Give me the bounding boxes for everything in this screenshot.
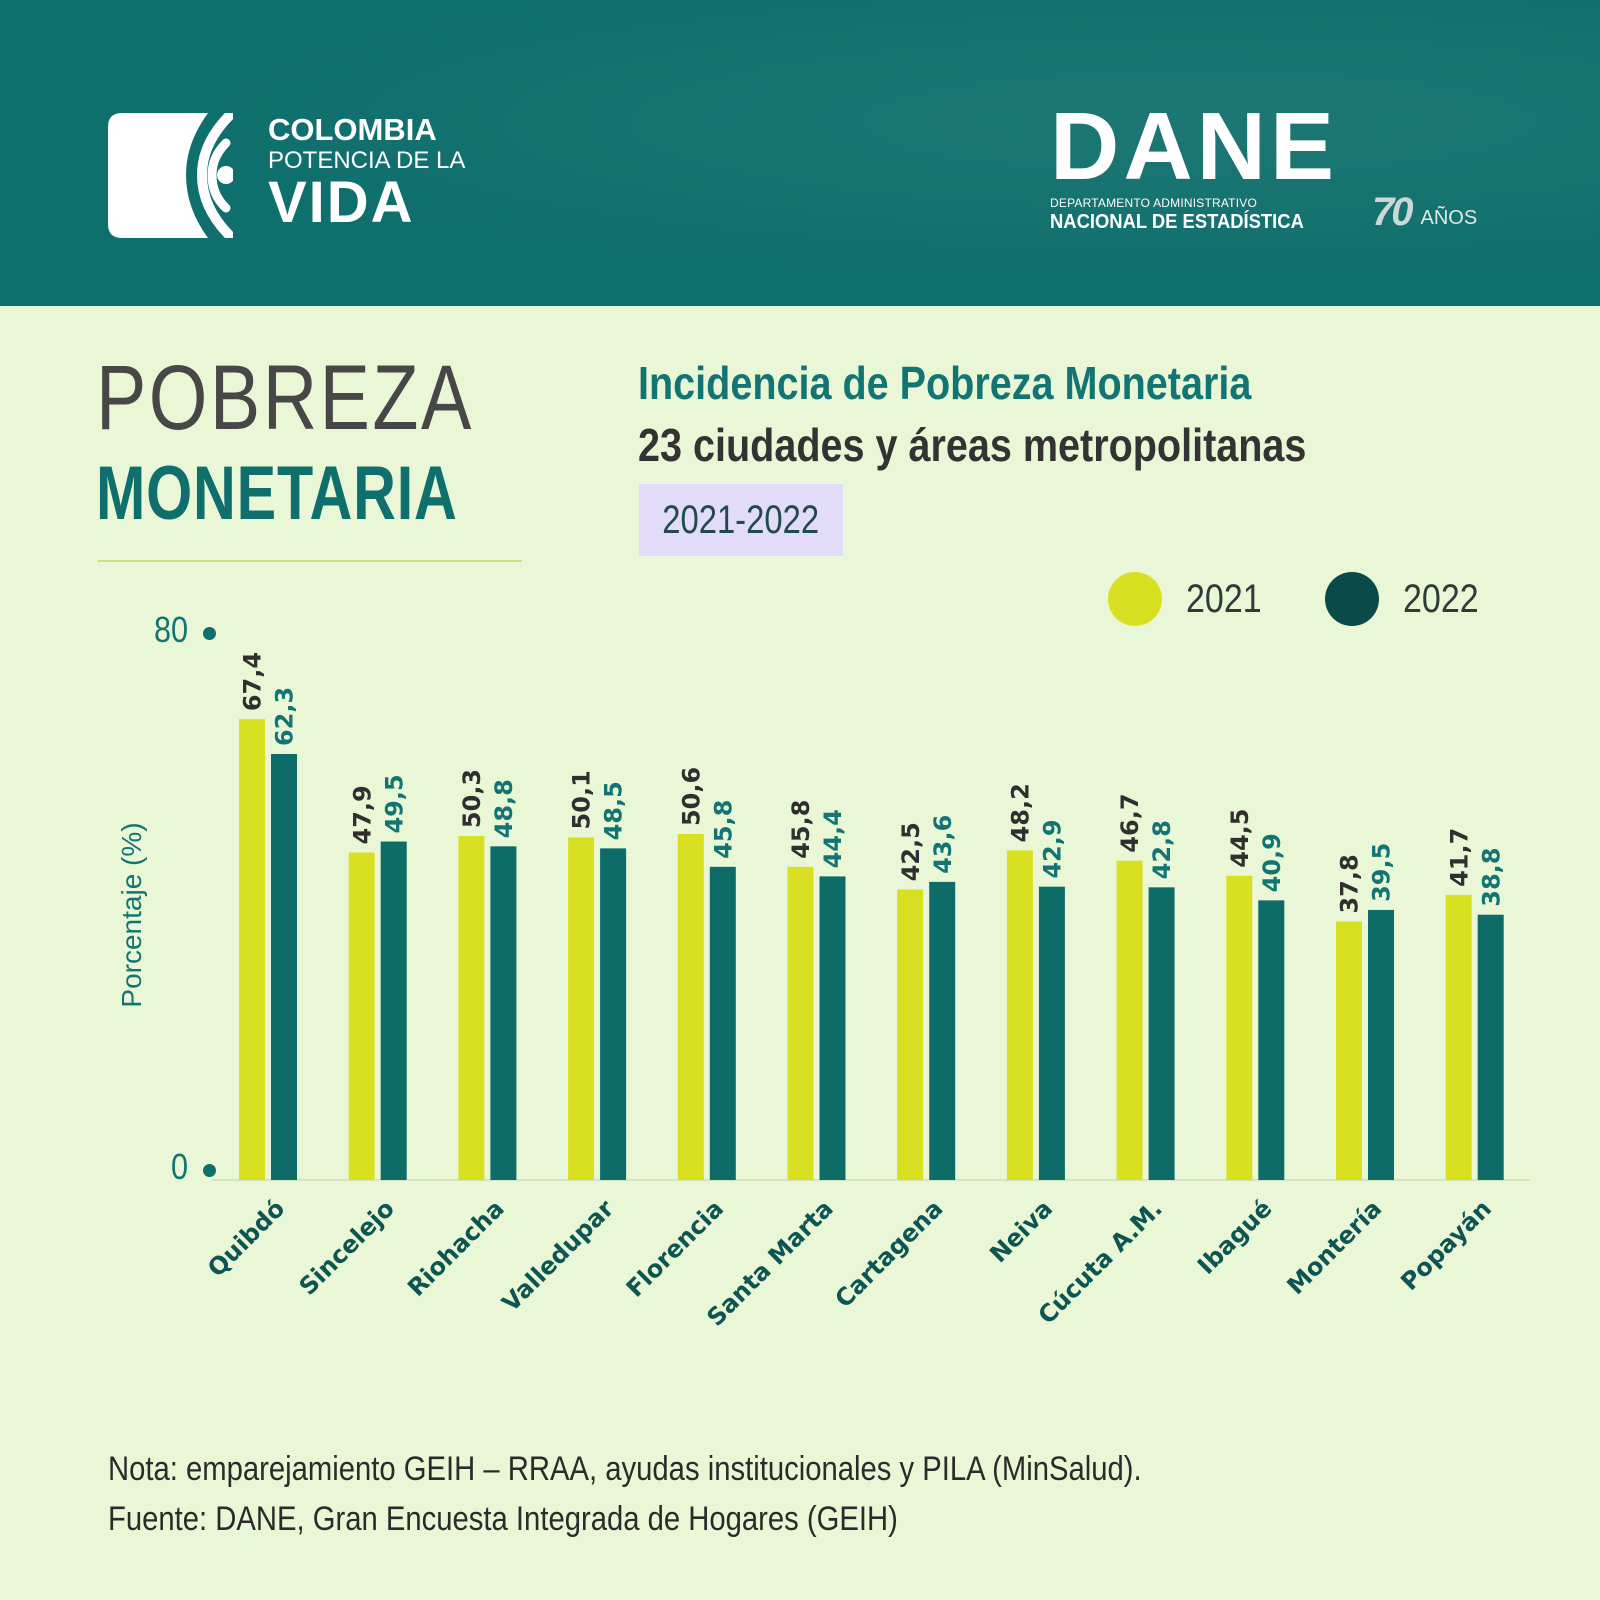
data-label-2022-4: 45,8 [709,800,737,859]
chart-legend: 2021 2022 [1108,572,1542,626]
bar-2021-6 [897,889,924,1180]
x-tick-label-10: Montería [1282,1194,1388,1300]
x-tick-label-2: Riohacha [402,1194,509,1301]
x-tick-label-6: Cartagena [830,1194,949,1313]
data-label-2022-10: 39,5 [1368,843,1396,902]
data-label-2022-5: 44,4 [819,809,847,868]
data-label-2021-5: 45,8 [787,800,815,859]
footer-note: Nota: emparejamiento GEIH – RRAA, ayudas… [108,1450,1142,1488]
x-tick-label-7: Neiva [984,1194,1058,1268]
legend-label-2021: 2021 [1186,576,1262,621]
x-tick-label-3: Valledupar [497,1194,620,1317]
y-tick-dot-0 [203,1164,216,1177]
legend-item-2022: 2022 [1324,572,1492,626]
chart-subtitle-2: 23 ciudades y áreas metropolitanas [638,419,1307,471]
bar-2022-10 [1368,909,1394,1180]
title-divider [98,560,522,562]
data-label-2021-7: 48,2 [1007,783,1035,842]
data-label-2021-3: 50,1 [568,770,596,829]
data-label-2022-9: 40,9 [1258,833,1286,892]
bar-2022-5 [819,876,846,1180]
legend-swatch-2022 [1324,572,1379,626]
bar-2021-5 [787,866,814,1180]
data-label-2022-3: 48,5 [600,781,628,840]
bar-2022-9 [1258,900,1285,1180]
data-label-2022-1: 49,5 [380,774,408,833]
bar-2021-8 [1116,860,1143,1180]
main-title-monetaria: MONETARIA [96,451,458,536]
header-banner: COLOMBIA POTENCIA DE LA VIDA DANE DEPART… [0,0,1600,306]
data-label-2021-4: 50,6 [677,767,705,826]
bar-2021-2 [458,836,485,1180]
data-label-2021-8: 46,7 [1116,793,1144,852]
bar-2022-11 [1477,914,1504,1180]
x-tick-label-0: Quibdó [202,1194,290,1282]
data-label-2021-6: 42,5 [897,822,925,881]
bar-2022-0 [271,754,297,1180]
legend-label-2022: 2022 [1402,576,1479,621]
data-label-2022-7: 42,9 [1039,819,1067,878]
bar-2021-10 [1336,921,1362,1180]
legend-swatch-2021 [1108,572,1162,626]
footer-source: Fuente: DANE, Gran Encuesta Integrada de… [108,1500,898,1538]
y-tick-0: 0 [170,1146,188,1187]
data-label-2021-0: 67,4 [239,652,267,711]
bar-2022-8 [1148,887,1175,1180]
data-label-2021-10: 37,8 [1336,854,1364,913]
x-tick-label-11: Popayán [1395,1194,1497,1296]
period-label: 2021-2022 [662,497,820,542]
data-label-2022-0: 62,3 [271,687,299,746]
bar-2021-0 [239,719,265,1180]
bar-2021-7 [1006,850,1033,1180]
data-label-2021-1: 47,9 [348,785,376,844]
x-tick-label-1: Sincelejo [294,1194,400,1300]
data-label-2021-9: 44,5 [1226,809,1254,868]
bar-2021-3 [568,837,595,1180]
bar-2022-7 [1038,886,1065,1180]
x-tick-label-9: Ibagué [1192,1194,1277,1279]
bar-2022-4 [709,866,736,1180]
bar-2022-3 [600,848,627,1180]
main-title-pobreza: POBREZA [96,347,474,449]
bar-2022-2 [490,846,517,1180]
bar-2021-9 [1226,875,1253,1180]
chart-subtitle-1: Incidencia de Pobreza Monetaria [638,357,1252,409]
data-label-2022-6: 43,6 [929,815,957,874]
y-tick-dot-80 [203,627,216,640]
data-label-2022-11: 38,8 [1477,847,1505,906]
data-label-2021-2: 50,3 [458,769,486,828]
footer-notes: Nota: emparejamiento GEIH – RRAA, ayudas… [108,1444,1142,1544]
bar-2021-11 [1445,894,1472,1180]
legend-item-2021: 2021 [1108,572,1275,626]
bar-2021-4 [677,834,704,1180]
period-badge: 2021-2022 [639,484,843,556]
data-label-2022-2: 48,8 [490,779,518,838]
bar-2022-1 [380,841,407,1180]
y-tick-80: 80 [153,609,188,650]
x-tick-label-4: Florencia [621,1194,729,1302]
bar-2022-6 [929,881,956,1180]
data-label-2022-8: 42,8 [1148,820,1176,879]
bar-2021-1 [348,852,375,1180]
data-label-2021-11: 41,7 [1445,828,1473,887]
